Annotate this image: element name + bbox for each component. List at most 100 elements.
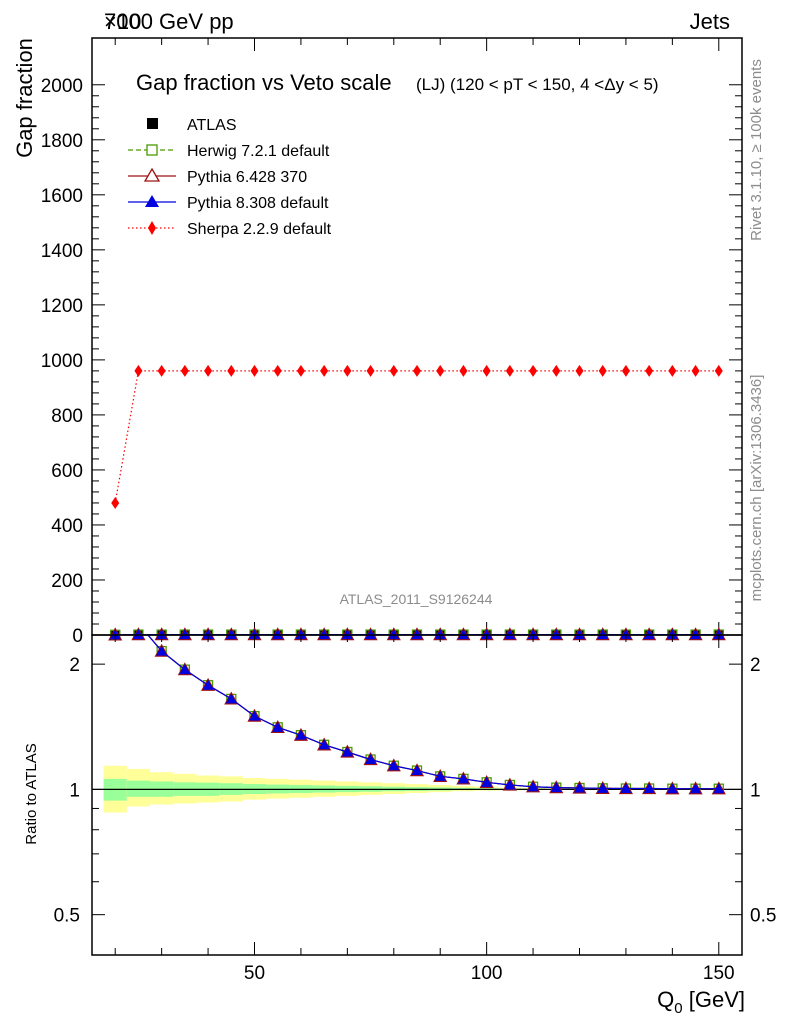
main-point-3 — [225, 629, 237, 640]
main-point-3 — [504, 629, 516, 640]
main-point-3 — [132, 629, 144, 640]
main-point-4 — [691, 364, 700, 377]
ratio-point-2 — [225, 693, 237, 704]
ratio-point-1 — [154, 643, 169, 657]
main-point-4 — [505, 364, 514, 377]
main-point-4 — [552, 364, 561, 377]
mcplots-label: mcplots.cern.ch [arXiv:1306.3436] — [748, 375, 765, 602]
main-point-4 — [598, 364, 607, 377]
ratio-point-2 — [643, 783, 655, 794]
main-point-4 — [227, 364, 236, 377]
x-axis-label: Q0 [GeV] — [657, 987, 745, 1017]
main-y-tick-label: 800 — [51, 406, 83, 427]
energy-label: 7000 GeV pp — [104, 9, 234, 34]
ratio-point-2 — [527, 781, 539, 792]
main-point-3 — [202, 629, 214, 640]
ratio-point-1 — [247, 708, 262, 722]
main-point-3 — [457, 629, 469, 640]
ratio-point-2 — [597, 782, 609, 793]
process-label: Jets — [690, 9, 730, 34]
legend-marker-atlas — [147, 118, 158, 129]
ratio-point-1 — [200, 677, 216, 691]
main-point-3 — [411, 629, 423, 640]
legend-label-pythia6: Pythia 6.428 370 — [187, 169, 307, 186]
main-point-4 — [436, 364, 445, 377]
main-y-tick-label: 2000 — [41, 76, 83, 97]
ratio-y-ticks: 0.5 0.5 1 1 2 2 — [54, 655, 777, 927]
x-axis-label-sub: 0 — [674, 1000, 682, 1017]
ratio-x-ticks: 50 100 150 — [114, 635, 735, 984]
main-point-4 — [621, 364, 630, 377]
main-y-tick-label: 1200 — [41, 296, 83, 317]
ratio-point-2 — [713, 783, 725, 794]
main-point-4 — [320, 364, 329, 377]
legend-marker-pythia6 — [143, 167, 161, 182]
main-point-3 — [156, 629, 168, 640]
x-axis-label-unit: [GeV] — [683, 987, 745, 1012]
ratio-point-2 — [481, 776, 493, 787]
ratio-point-1 — [224, 691, 239, 705]
exponent-label: ×10 — [104, 9, 141, 34]
rivet-version-label: Rivet 3.1.10, ≥ 100k events — [748, 59, 765, 241]
main-y-tick-label: 600 — [51, 461, 83, 482]
ratio-point-2 — [388, 760, 400, 771]
main-point-3 — [666, 629, 678, 640]
main-y-tick-label: 1000 — [41, 351, 83, 372]
main-point-4 — [366, 364, 375, 377]
ratio-y-tick-label: 2 — [69, 655, 80, 676]
ratio-panel-frame — [91, 634, 743, 956]
main-point-3 — [365, 629, 377, 640]
analysis-watermark: ATLAS_2011_S9126244 — [340, 591, 493, 607]
chart-subtitle: (LJ) (120 < pT < 150, 4 <Δy < 5) — [416, 75, 659, 94]
main-point-4 — [273, 364, 282, 377]
ratio-x-tick-label: 150 — [703, 963, 735, 984]
main-y-axis-label: Gap fraction — [12, 38, 37, 158]
main-point-3 — [643, 629, 655, 640]
main-line-4 — [114, 370, 719, 504]
legend-marker-herwig — [146, 144, 158, 156]
main-y-tick-label: 200 — [51, 571, 83, 592]
main-point-4 — [250, 364, 259, 377]
ratio-y-tick-label-right: 1 — [750, 780, 761, 801]
ratio-clip-group — [147, 635, 726, 795]
main-point-4 — [296, 364, 305, 377]
main-point-4 — [157, 364, 166, 377]
main-point-4 — [482, 364, 491, 377]
ratio-point-2 — [179, 664, 191, 675]
main-point-4 — [668, 364, 677, 377]
main-point-4 — [413, 364, 421, 377]
ratio-point-2 — [156, 645, 168, 656]
ratio-x-tick-label: 100 — [471, 963, 503, 984]
main-point-3 — [272, 629, 284, 640]
ratio-point-2 — [574, 782, 585, 793]
ratio-point-2 — [457, 773, 469, 784]
ratio-y-tick-label-right: 2 — [750, 655, 761, 676]
ratio-point-2 — [620, 783, 632, 794]
ratio-y-tick-label: 0.5 — [54, 906, 80, 927]
main-point-3 — [713, 629, 725, 640]
ratio-point-1 — [270, 719, 285, 733]
main-point-4 — [645, 364, 654, 377]
ratio-point-2 — [202, 679, 214, 690]
main-point-3 — [574, 629, 585, 640]
main-point-3 — [550, 629, 562, 640]
ratio-point-1 — [317, 737, 332, 751]
main-point-4 — [714, 364, 723, 377]
ratio-point-2 — [249, 710, 260, 721]
main-point-3 — [341, 629, 353, 640]
legend-label-herwig: Herwig 7.2.1 default — [187, 143, 330, 160]
legend-label-atlas: ATLAS — [187, 117, 237, 134]
main-point-3 — [318, 629, 330, 640]
x-axis-label-main: Q — [657, 987, 674, 1012]
main-point-3 — [597, 629, 609, 640]
main-point-4 — [343, 364, 352, 377]
ratio-y-axis-label: Ratio to ATLAS — [23, 743, 40, 844]
ratio-inner-band — [126, 780, 151, 797]
main-point-4 — [529, 364, 538, 377]
main-point-4 — [389, 364, 398, 377]
main-point-3 — [179, 629, 191, 640]
ratio-point-2 — [272, 721, 284, 732]
legend-label-pythia8: Pythia 8.308 default — [187, 195, 329, 212]
legend: ATLAS Herwig 7.2.1 default Pythia 6.428 … — [128, 117, 332, 238]
